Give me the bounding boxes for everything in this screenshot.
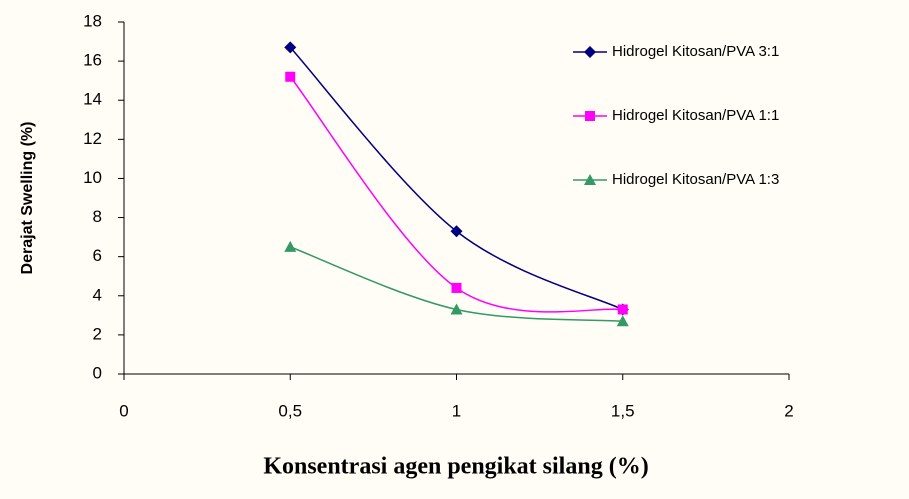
y-tick-label: 2 [93, 324, 102, 343]
y-tick-label: 10 [83, 168, 102, 187]
x-axis-title: Konsentrasi agen pengikat silang (%) [263, 454, 648, 480]
x-tick-label: 0,5 [278, 401, 302, 420]
data-point [617, 304, 628, 315]
legend-label: Hidrogel Kitosan/PVA 3:1 [612, 43, 779, 60]
data-point [450, 225, 463, 238]
legend-marker [584, 174, 596, 185]
data-point [284, 41, 297, 54]
y-tick-label: 18 [83, 11, 102, 30]
x-tick-label: 0 [119, 401, 128, 420]
x-tick-label: 1 [452, 401, 461, 420]
data-point [450, 303, 463, 315]
legend-label: Hidrogel Kitosan/PVA 1:3 [612, 171, 779, 188]
data-point [285, 71, 296, 82]
y-tick-label: 6 [93, 246, 102, 265]
x-tick-label: 1,5 [611, 401, 635, 420]
y-tick-label: 16 [83, 51, 102, 70]
y-tick-label: 8 [93, 207, 102, 226]
legend-marker [584, 46, 596, 58]
y-tick-label: 0 [93, 363, 102, 382]
data-point [616, 315, 629, 327]
data-point [284, 240, 297, 252]
data-point [451, 282, 462, 293]
series-line [289, 76, 623, 313]
y-tick-label: 12 [83, 129, 102, 148]
legend-marker [585, 111, 595, 121]
y-tick-label: 14 [83, 90, 102, 109]
legend-label: Hidrogel Kitosan/PVA 1:1 [612, 107, 779, 124]
x-tick-label: 2 [784, 401, 793, 420]
y-axis-title: Derajat Swelling (%) [19, 122, 36, 275]
y-tick-label: 4 [93, 285, 102, 304]
